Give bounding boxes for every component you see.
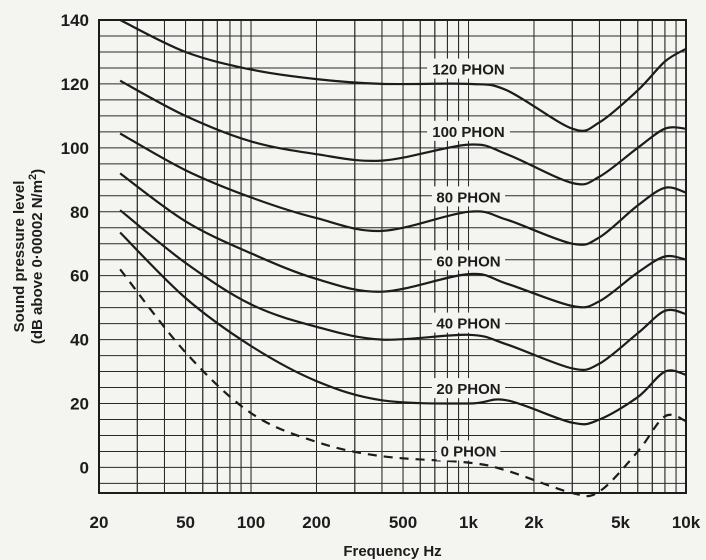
series-line-60-phon (119, 172, 687, 309)
plot-frame (98, 19, 687, 494)
curve-label-background (427, 120, 510, 141)
y-tick-label: 20 (70, 395, 89, 414)
y-axis-title-text: (dB above 0·00002 N/m (29, 180, 46, 344)
curve-label: 0 PHON (441, 443, 497, 460)
curve-label: 20 PHON (436, 381, 500, 398)
curve-label-background (431, 250, 506, 271)
x-tick-label: 2k (525, 513, 544, 532)
y-axis-title-superscript: 2 (27, 174, 39, 180)
y-tick-label: 40 (70, 331, 89, 350)
curves (119, 19, 687, 498)
grid (98, 19, 686, 493)
series-line-40-phon (119, 209, 687, 371)
series-line-20-phon (119, 231, 687, 426)
y-tick-label: 60 (70, 267, 89, 286)
curve-label-background (436, 440, 501, 461)
y-tick-label: 120 (61, 75, 89, 94)
curve-label-background (427, 58, 510, 79)
curve-label: 60 PHON (436, 253, 500, 270)
curve-label: 80 PHON (436, 189, 500, 206)
curve-label: 120 PHON (432, 62, 505, 79)
x-tick-label: 50 (176, 513, 195, 532)
x-tick-label: 500 (389, 513, 417, 532)
curve-label-background (431, 312, 506, 333)
x-tick-label: 200 (302, 513, 330, 532)
y-axis-title-line1: Sound pressure level (11, 181, 28, 333)
y-axis-title-line2: (dB above 0·00002 N/m2) (27, 169, 46, 344)
y-tick-label: 0 (80, 458, 89, 477)
x-tick-label: 100 (237, 513, 265, 532)
series-line-120-phon (119, 19, 687, 132)
y-tick-label: 80 (70, 203, 89, 222)
series-line-100-phon (119, 79, 687, 186)
curve-label: 100 PHON (432, 124, 505, 141)
y-axis-title-end: ) (29, 169, 46, 174)
plot-area (99, 20, 686, 493)
curve-label: 40 PHON (436, 316, 500, 333)
x-tick-label: 1k (459, 513, 478, 532)
x-tick-label: 20 (90, 513, 109, 532)
x-tick-label: 5k (611, 513, 630, 532)
x-tick-label: 10k (672, 513, 701, 532)
curve-label-background (431, 378, 506, 399)
curve-label-background (431, 186, 506, 207)
series-line-0-phon (119, 268, 687, 498)
curve-labels: 120 PHON 100 PHON 80 PHON 60 PHON 40 PHON 20 … (427, 58, 510, 461)
y-tick-label: 100 (61, 139, 89, 158)
y-tick-label: 140 (61, 11, 89, 30)
series-line-80-phon (119, 132, 687, 246)
x-axis-title: Frequency Hz (343, 543, 441, 560)
